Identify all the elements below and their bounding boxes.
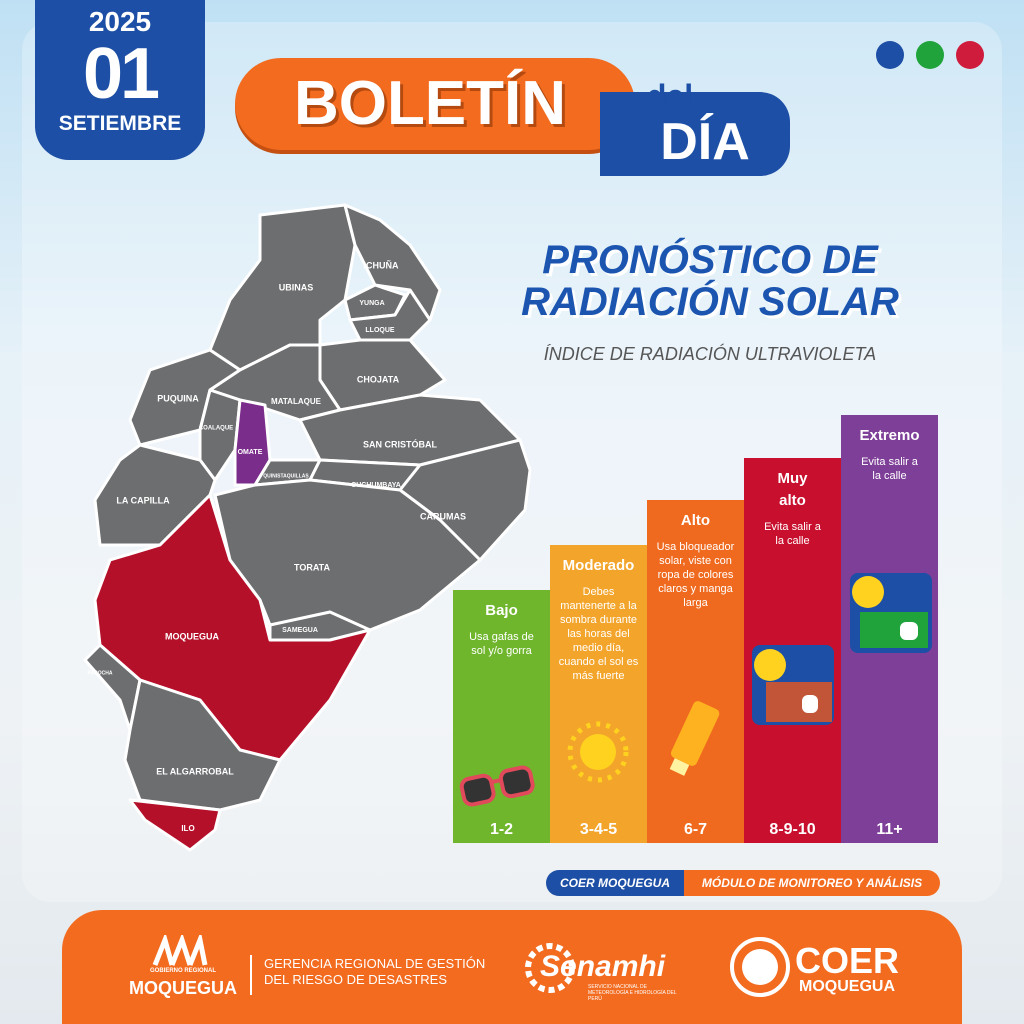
gob-small: GOBIERNO REGIONAL [149, 968, 216, 974]
uv-level-name: Muy alto [777, 470, 808, 509]
district-label: MATALAQUE [271, 397, 322, 406]
house-icon [752, 645, 834, 725]
district-label: PACOCHA [88, 670, 113, 676]
sunscreen-icon [669, 701, 720, 776]
district-label: LA CAPILLA [116, 495, 170, 505]
uv-level-name: Extremo [859, 427, 920, 444]
district-label: ILO [181, 824, 194, 833]
coer: COER [795, 940, 900, 981]
sunglasses-icon [459, 765, 535, 807]
uv-level-text: Debes mantenerte a la sombra durante las… [558, 586, 639, 682]
dot [956, 41, 984, 69]
title-day-box [600, 92, 790, 176]
district-label: PUQUINA [157, 393, 199, 403]
district-label: QUINISTAQUILLAS [263, 473, 309, 479]
dot [876, 41, 904, 69]
divider [250, 955, 252, 995]
district-label: SAMEGUA [282, 627, 318, 634]
tag-coer: COER MOQUEGUA [546, 870, 684, 896]
district-label: ICHUÑA [364, 260, 399, 270]
uv-level: Bajo Usa gafas de sol y/o gorra 1-2 [461, 600, 542, 843]
senamhi: Senamhi [540, 950, 666, 983]
uv-bar [550, 545, 647, 843]
senamhi-logo [525, 943, 575, 993]
coer-sub: MOQUEGUA [799, 978, 895, 995]
uv-level: Extremo Evita salir a la calle 11+ [849, 425, 930, 843]
dot [916, 41, 944, 69]
uv-level: Muy alto Evita salir a la calle 8-9-10 [752, 468, 833, 843]
house-icon [850, 573, 932, 653]
icons [459, 573, 932, 807]
uv-level-text: Usa bloqueador solar, viste con ropa de … [656, 541, 735, 609]
title-pill [235, 58, 635, 150]
gerencia2: DEL RIESGO DE DESASTRES [264, 972, 448, 987]
gob: MOQUEGUA [129, 978, 237, 998]
subtitle: ÍNDICE DE RADIACIÓN ULTRAVIOLETA [543, 344, 877, 364]
map: UBINAS ICHUÑA YUNGA LLOQUE CHOJATA PUQUINA MAT… [83, 203, 532, 852]
uv-bar [647, 500, 744, 843]
sun-icon [567, 721, 629, 783]
uv-level-name: Alto [680, 512, 711, 529]
uv-level-range: 6-7 [683, 821, 708, 838]
district-label: EL ALGARROBAL [156, 766, 234, 776]
district-label: COALAQUE [199, 426, 233, 432]
uv-level-name: Moderado [562, 557, 635, 574]
title-day: DÍA [660, 113, 750, 171]
district-label: CHOJATA [357, 374, 400, 384]
heading-line2: RADIACIÓN SOLAR [521, 280, 899, 324]
district-label: UBINAS [279, 282, 314, 292]
uv-level-range: 11+ [876, 821, 903, 838]
district-label: YUNGA [359, 300, 384, 307]
year: 2025 [88, 6, 152, 37]
title: BOLETÍN [293, 69, 567, 138]
district [123, 678, 282, 812]
uv-level-text: Evita salir a la calle [764, 521, 821, 547]
uv-level-range: 8-9-10 [769, 821, 816, 838]
district-label: MOQUEGUA [165, 631, 220, 641]
gerencia1: GERENCIA REGIONAL DE GESTIÓN [264, 956, 486, 971]
title-small: del [646, 78, 694, 114]
uv-level-text: Usa gafas de sol y/o gorra [469, 631, 534, 657]
uv-level-range: 3-4-5 [579, 821, 618, 838]
date-box: 2025 01 SETIEMBRE [35, 0, 205, 160]
district-label: OMATE [238, 449, 263, 456]
district-label: LLOQUE [365, 327, 394, 334]
district-label: CUCHUMBAYA [351, 482, 401, 489]
district [128, 798, 222, 852]
coer-logo [730, 937, 790, 997]
tag-module: MÓDULO DE MONITOREO Y ANÁLISIS [684, 870, 940, 896]
uv-level-range: 1-2 [489, 821, 514, 838]
heading-line1: PRONÓSTICO DE [542, 238, 878, 282]
senamhi-sub: SERVICIO NACIONAL DE METEOROLOGÍA E HIDR… [588, 984, 677, 1002]
uv-level-text: Evita salir a la calle [861, 456, 918, 482]
footer [62, 910, 962, 1024]
uv-level: Alto Usa bloqueador solar, viste con ropa… [655, 510, 736, 843]
district-label: SAN CRISTÓBAL [363, 438, 438, 449]
district-label: CARUMAS [420, 511, 466, 521]
gob-logo [152, 935, 208, 966]
district-label: TORATA [294, 562, 330, 572]
uv-level-name: Bajo [485, 602, 518, 619]
uv-level: Moderado Debes mantenerte a la sombra dur… [558, 555, 639, 843]
month: SETIEMBRE [58, 112, 182, 135]
day: 01 [82, 34, 160, 114]
